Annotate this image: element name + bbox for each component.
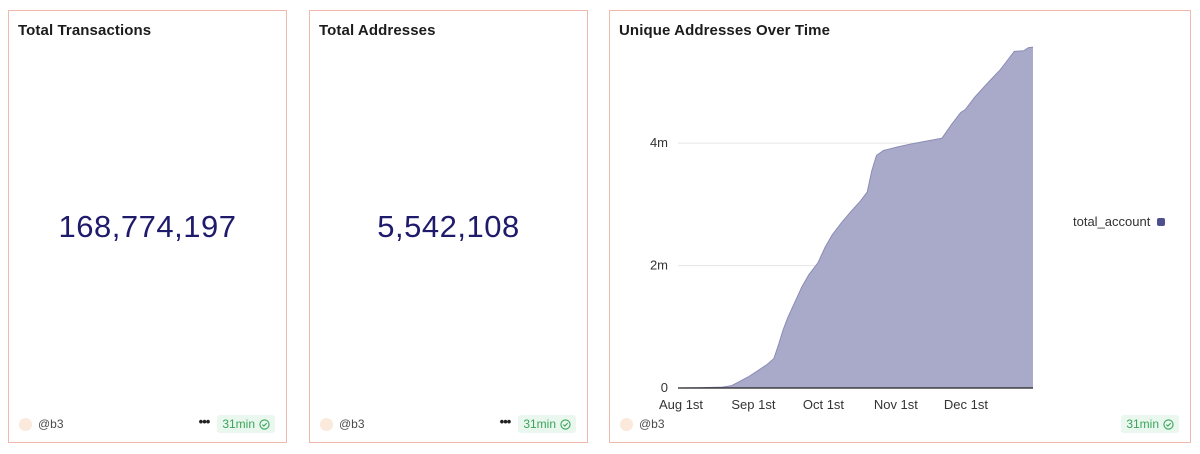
refresh-status-badge[interactable]: 31min <box>1121 415 1179 433</box>
avatar <box>19 417 32 431</box>
author[interactable]: @b3 <box>19 417 64 431</box>
x-tick-label: Dec 1st <box>944 397 988 412</box>
x-tick-label: Oct 1st <box>803 397 845 412</box>
total-addresses-card: Total Addresses 5,542,108 @b3 ••• 31min <box>309 10 588 443</box>
chart-legend[interactable]: total_account <box>1073 214 1166 229</box>
x-tick-label: Nov 1st <box>874 397 918 412</box>
y-tick-label: 2m <box>650 258 668 273</box>
refresh-time: 31min <box>222 417 255 431</box>
series-area-total-account[interactable] <box>678 47 1033 388</box>
refresh-time: 31min <box>1126 417 1159 431</box>
area-chart[interactable]: 0 2m 4m Aug 1st Sep 1st Oct 1st Nov 1st Dec 1s… <box>610 11 1190 442</box>
more-options-icon[interactable]: ••• <box>198 414 211 429</box>
refresh-time: 31min <box>523 417 556 431</box>
avatar <box>320 417 333 431</box>
y-tick-label: 4m <box>650 135 668 150</box>
card-footer-actions: ••• 31min <box>199 415 275 433</box>
author-name[interactable]: @b3 <box>339 417 365 431</box>
card-title: Total Addresses <box>319 22 436 39</box>
x-tick-label: Aug 1st <box>659 397 703 412</box>
x-tick-label: Sep 1st <box>731 397 775 412</box>
unique-addresses-chart-card: Unique Addresses Over Time 0 2m 4m Aug 1st… <box>609 10 1191 443</box>
author[interactable]: @b3 <box>320 417 365 431</box>
refresh-status-badge[interactable]: 31min <box>518 415 576 433</box>
total-addresses-value: 5,542,108 <box>377 209 520 244</box>
more-options-icon[interactable]: ••• <box>499 414 512 429</box>
y-tick-label: 0 <box>661 380 668 395</box>
series-line-total-account <box>677 46 1034 389</box>
legend-swatch <box>1157 217 1166 226</box>
card-footer-actions: ••• 31min <box>500 415 576 433</box>
total-transactions-card: Total Transactions 168,774,197 @b3 ••• 3… <box>8 10 287 443</box>
check-circle-icon <box>1163 418 1174 430</box>
author-name[interactable]: @b3 <box>38 417 64 431</box>
author-name[interactable]: @b3 <box>639 417 665 431</box>
check-circle-icon <box>560 418 571 430</box>
total-transactions-value: 168,774,197 <box>58 209 237 244</box>
card-title: Total Transactions <box>18 22 152 39</box>
card-footer-actions: 31min <box>1121 415 1179 433</box>
chart-title: Unique Addresses Over Time <box>619 22 831 39</box>
avatar <box>620 417 633 431</box>
check-circle-icon <box>259 418 270 430</box>
refresh-status-badge[interactable]: 31min <box>217 415 275 433</box>
author[interactable]: @b3 <box>620 417 665 431</box>
legend-label: total_account <box>1073 214 1151 229</box>
